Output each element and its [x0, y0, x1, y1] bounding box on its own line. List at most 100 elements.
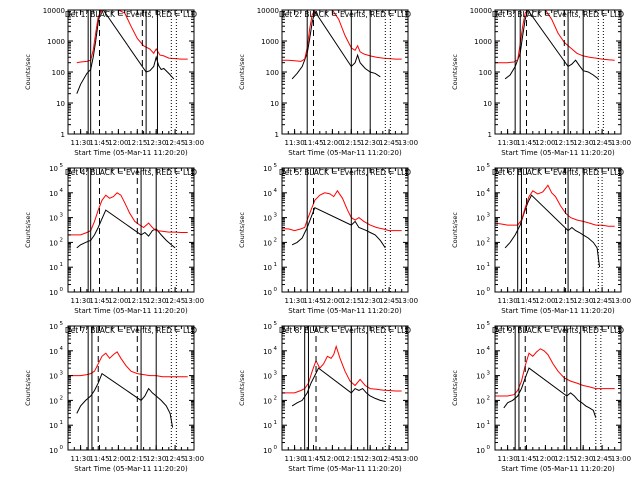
x-tick-label: 12:30 — [146, 139, 166, 147]
y-tick-label-exponent: 3 — [274, 371, 278, 377]
x-tick-label: 12:30 — [146, 297, 166, 305]
y-tick-label: 10 — [263, 397, 272, 405]
lld-series-line — [495, 348, 615, 397]
y-tick-label-exponent: 5 — [274, 163, 278, 169]
x-tick-label: 12:00 — [535, 139, 555, 147]
y-tick-label-base: 10 — [49, 422, 58, 430]
y-tick-label: 10 — [476, 264, 485, 272]
y-tick-label: 10 — [263, 422, 272, 430]
y-tick-label-exponent: 2 — [274, 237, 278, 243]
y-tick-label: 10 — [476, 190, 485, 198]
y-tick-label-exponent: 0 — [487, 287, 491, 293]
y-tick-label-base: 10 — [476, 215, 485, 223]
x-tick-label: 12:30 — [573, 139, 593, 147]
y-tick-label-exponent: 0 — [487, 445, 491, 451]
y-tick-label-base: 10 — [263, 447, 272, 455]
x-tick-label: 11:45 — [516, 297, 536, 305]
y-tick-label: 10 — [476, 447, 485, 455]
y-tick-label-exponent: 4 — [60, 188, 64, 194]
y-tick-label: 10 — [476, 239, 485, 247]
y-tick-label-exponent: 1 — [487, 262, 491, 268]
y-tick-label: 100 — [266, 69, 279, 77]
y-tick-label: 1000 — [261, 38, 279, 46]
y-tick-label-base: 10 — [49, 264, 58, 272]
y-tick-label-exponent: 4 — [274, 188, 278, 194]
y-tick-label-base: 10 — [49, 215, 58, 223]
x-tick-label: 13:00 — [184, 455, 204, 463]
x-tick-label: 13:00 — [398, 455, 418, 463]
x-axis-label: Start Time (05-Mar-11 11:20:20) — [288, 465, 402, 473]
y-tick-label-exponent: 1 — [60, 420, 64, 426]
y-tick-label: 10 — [270, 100, 279, 108]
y-axis-label: Counts/sec — [238, 54, 246, 90]
y-tick-label-base: 10 — [49, 323, 58, 331]
y-tick-label-exponent: 2 — [487, 237, 491, 243]
y-tick-label-exponent: 2 — [60, 237, 64, 243]
chart-title: Det 7: BLACK = Events, RED = LLD — [65, 326, 197, 335]
y-tick-label-exponent: 3 — [487, 371, 491, 377]
x-tick-label: 12:30 — [573, 297, 593, 305]
y-tick-label-exponent: 2 — [60, 395, 64, 401]
y-tick-label-base: 10 — [49, 289, 58, 297]
y-tick-label-base: 10 — [49, 239, 58, 247]
x-tick-label: 12:30 — [360, 139, 380, 147]
y-tick-label-exponent: 1 — [60, 262, 64, 268]
x-tick-label: 12:00 — [322, 455, 342, 463]
y-tick-label-base: 10 — [476, 264, 485, 272]
y-tick-label-exponent: 1 — [274, 420, 278, 426]
y-tick-label-exponent: 3 — [60, 371, 64, 377]
y-tick-label: 1 — [488, 131, 492, 139]
chart-panel-3: 1 10 100 1000 10000 11:3011:4512:0012:1512:30… — [451, 7, 631, 157]
y-tick-label-exponent: 0 — [60, 445, 64, 451]
y-tick-label-base: 10 — [49, 447, 58, 455]
x-tick-label: 13:00 — [611, 455, 631, 463]
y-tick-label-base: 10 — [476, 397, 485, 405]
y-axis-label: Counts/sec — [451, 370, 459, 406]
x-tick-label: 11:45 — [303, 455, 323, 463]
y-tick-label-base: 10 — [263, 348, 272, 356]
x-tick-label: 12:15 — [554, 139, 574, 147]
x-tick-label: 12:00 — [322, 297, 342, 305]
x-tick-label: 12:15 — [127, 455, 147, 463]
x-tick-label: 13:00 — [398, 297, 418, 305]
y-tick-label-base: 10 — [49, 348, 58, 356]
y-tick-label: 10 — [49, 348, 58, 356]
x-axis-label: Start Time (05-Mar-11 11:20:20) — [501, 307, 615, 315]
y-tick-label-base: 10 — [476, 447, 485, 455]
x-tick-label: 13:00 — [184, 297, 204, 305]
x-tick-label: 12:15 — [341, 139, 361, 147]
y-tick-label-base: 10 — [49, 165, 58, 173]
y-tick-label: 10 — [263, 165, 272, 173]
y-tick-label: 10 — [263, 239, 272, 247]
x-tick-label: 11:30 — [71, 139, 91, 147]
x-tick-label: 12:45 — [592, 297, 612, 305]
x-tick-label: 11:30 — [285, 139, 305, 147]
y-tick-label-base: 10 — [263, 373, 272, 381]
y-tick-label-base: 10 — [263, 215, 272, 223]
x-tick-label: 12:30 — [360, 297, 380, 305]
y-tick-label: 10 — [263, 348, 272, 356]
y-tick-label: 100 — [52, 69, 65, 77]
y-tick-label-base: 10 — [263, 190, 272, 198]
y-tick-label-base: 10 — [263, 264, 272, 272]
y-tick-label-exponent: 5 — [487, 321, 491, 327]
y-tick-label-exponent: 2 — [487, 395, 491, 401]
y-tick-label-base: 10 — [263, 239, 272, 247]
y-tick-label-exponent: 5 — [274, 321, 278, 327]
y-tick-label: 1 — [61, 131, 65, 139]
y-tick-label-exponent: 0 — [60, 287, 64, 293]
y-tick-label: 10 — [49, 422, 58, 430]
y-tick-label-base: 10 — [476, 239, 485, 247]
y-tick-label-base: 10 — [476, 323, 485, 331]
y-tick-label-base: 10 — [476, 373, 485, 381]
y-tick-label-base: 10 — [263, 323, 272, 331]
y-tick-label: 10 — [56, 100, 65, 108]
x-tick-label: 12:00 — [322, 139, 342, 147]
chart-title: Det 4: BLACK = Events, RED = LLD — [65, 168, 197, 177]
y-tick-label: 10 — [49, 289, 58, 297]
